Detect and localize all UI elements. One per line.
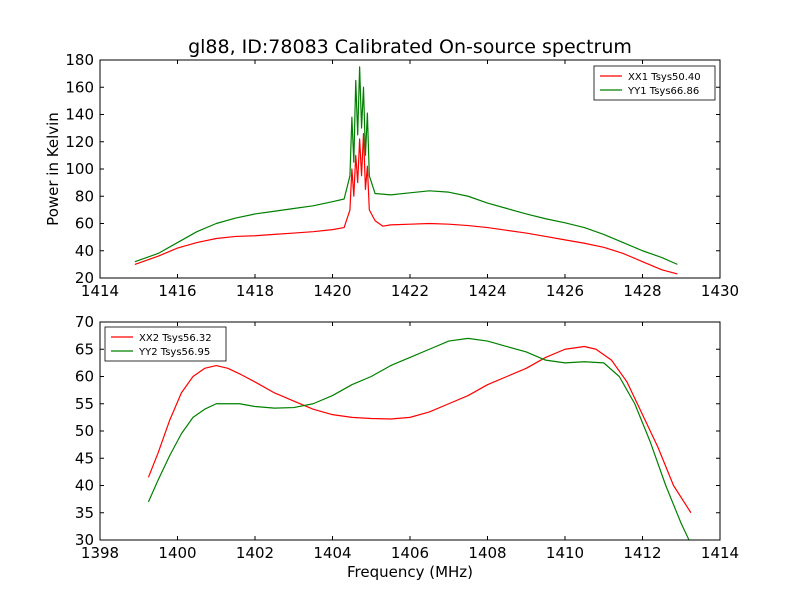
x-tick-label: 1406 — [391, 544, 429, 562]
x-tick-label: 1400 — [158, 544, 196, 562]
plot-panel-2: 1398 1400 1402 1404 1406 1408 1410 1412 1414 30 35… — [75, 313, 739, 581]
y-tick-label: 70 — [75, 313, 94, 331]
x-axis-label: Frequency (MHz) — [347, 563, 473, 581]
x-tick-label: 1428 — [623, 282, 661, 300]
legend-1: XX1 Tsys50.40 YY1 Tsys66.86 — [593, 65, 716, 101]
x-tick-label: 1426 — [546, 282, 584, 300]
x-tick-label: 1414 — [701, 544, 739, 562]
series-line-2-2 — [147, 337, 690, 541]
y-tick-label: 40 — [75, 242, 94, 260]
y-tick-label: 100 — [65, 160, 94, 178]
x-tick-label: 1398 — [81, 544, 119, 562]
y-tick-label: 60 — [75, 215, 94, 233]
x-tick-label: 1424 — [468, 282, 506, 300]
x-tick-label: 1414 — [81, 282, 119, 300]
y-tick-label: 40 — [75, 477, 94, 495]
x-tick-label: 1408 — [468, 544, 506, 562]
y-tick-label: 50 — [75, 422, 94, 440]
y-tick-label: 60 — [75, 368, 94, 386]
legend-label: YY1 Tsys66.86 — [627, 86, 699, 97]
y-tick-label: 80 — [75, 187, 94, 205]
plot-panel-1: 1414 1416 1418 1420 1422 1424 1426 1428 1430 20 40… — [44, 51, 739, 300]
y-tick-label: 45 — [75, 449, 94, 467]
series-line-2-1 — [147, 345, 692, 514]
x-tick-label: 1402 — [236, 544, 274, 562]
y-tick-label: 35 — [75, 504, 94, 522]
y-tick-label: 180 — [65, 51, 94, 69]
legend-2: XX2 Tsys56.32 YY2 Tsys56.95 — [104, 326, 227, 362]
y-tick-label: 140 — [65, 106, 94, 124]
x-tick-label: 1422 — [391, 282, 429, 300]
chart-title: gl88, ID:78083 Calibrated On-source spec… — [188, 36, 632, 58]
y-tick-label: 65 — [75, 340, 94, 358]
y-tick-label: 20 — [75, 269, 94, 287]
y-tick-label: 160 — [65, 78, 94, 96]
x-tick-label: 1430 — [701, 282, 739, 300]
y-tick-label: 55 — [75, 395, 94, 413]
x-tick-label: 1416 — [158, 282, 196, 300]
legend-label: XX1 Tsys50.40 — [628, 72, 701, 83]
legend-label: XX2 Tsys56.32 — [139, 333, 212, 344]
x-tick-label: 1410 — [546, 544, 584, 562]
x-tick-label: 1404 — [313, 544, 351, 562]
series-line-1-2 — [134, 66, 678, 265]
x-tick-label: 1420 — [313, 282, 351, 300]
legend-box — [104, 326, 227, 362]
legend-label: YY2 Tsys56.95 — [138, 347, 210, 358]
y-tick-label: 30 — [75, 531, 94, 549]
series-line-1-1 — [134, 132, 678, 275]
y-axis-label: Power in Kelvin — [44, 112, 62, 226]
x-tick-label: 1418 — [236, 282, 274, 300]
legend-box — [593, 65, 716, 101]
x-tick-label: 1412 — [623, 544, 661, 562]
y-tick-label: 120 — [65, 133, 94, 151]
